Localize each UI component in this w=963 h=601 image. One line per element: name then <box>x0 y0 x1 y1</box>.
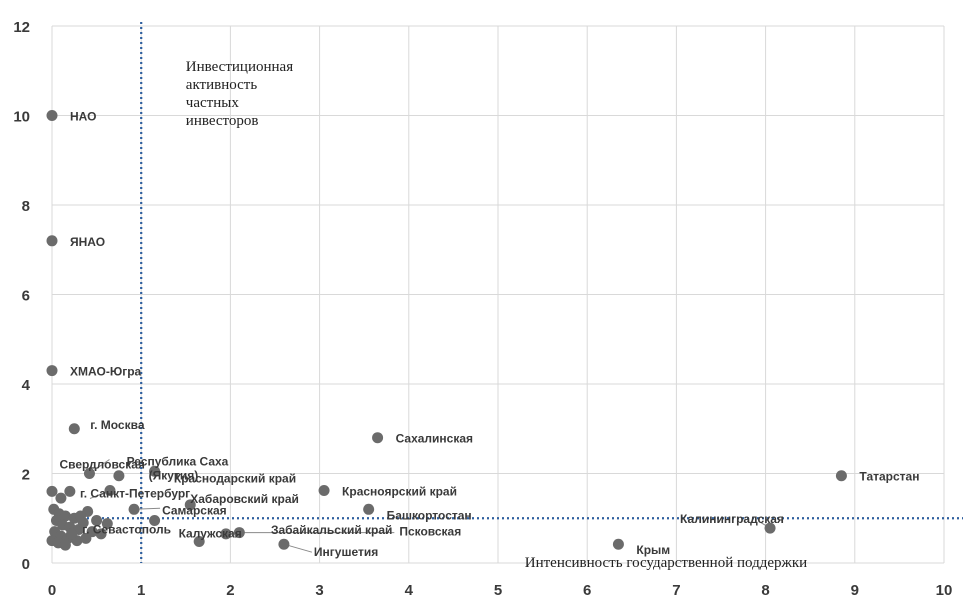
data-point <box>64 485 76 497</box>
y-tick-label: 8 <box>22 198 30 215</box>
point-label: Ингушетия <box>314 545 378 559</box>
x-tick-label: 10 <box>936 582 953 599</box>
point-label: Башкортостан <box>387 508 472 522</box>
point-label: Красноярский край <box>342 485 457 499</box>
data-point <box>46 110 58 121</box>
point-label: г. Санкт-Петербург <box>80 487 190 501</box>
data-point <box>318 485 330 497</box>
data-point <box>835 470 847 482</box>
point-label: Республика Саха (Якутия) <box>127 454 229 482</box>
annotations: Инвестиционная активность частных инвесторо… <box>186 59 807 571</box>
data-point <box>46 365 58 377</box>
point-label: НАО <box>70 110 97 124</box>
data-point <box>59 510 71 522</box>
point-labels: НАО ЯНАО ХМАО-Югра г. Москва Сахалинская Свер… <box>59 110 919 560</box>
y-tick-label: 6 <box>22 288 30 305</box>
point-label: Краснодарский край <box>174 472 296 486</box>
gridlines <box>51 25 945 564</box>
x-tick-label: 2 <box>226 582 234 599</box>
x-tick-label: 7 <box>672 582 680 599</box>
x-tick-label: 4 <box>405 582 414 599</box>
data-points <box>46 110 847 551</box>
x-tick-label: 6 <box>583 582 591 599</box>
y-tick-label: 4 <box>22 377 31 394</box>
x-tick-label: 3 <box>315 582 323 599</box>
data-point <box>363 503 375 515</box>
data-point <box>91 514 103 526</box>
x-axis-title: Интенсивность государственной поддержки <box>525 555 807 571</box>
point-label: Хабаровский край <box>190 492 299 506</box>
data-point <box>184 499 196 511</box>
point-label: ХМАО-Югра <box>70 365 142 379</box>
point-label: Свердловская <box>59 458 144 472</box>
reference-lines <box>52 22 963 563</box>
point-label: Забайкальский край <box>271 523 393 537</box>
data-point <box>128 503 140 515</box>
y-tick-label: 0 <box>22 556 30 573</box>
point-label: Калининградская <box>680 512 784 526</box>
data-point <box>80 532 92 544</box>
point-label: Крым <box>636 543 670 557</box>
point-label: Самарская <box>162 503 227 517</box>
point-label: ЯНАО <box>70 235 105 249</box>
data-point <box>101 518 113 530</box>
data-point <box>46 235 58 247</box>
point-label: Калужская <box>179 526 242 540</box>
data-point <box>220 528 232 540</box>
data-point <box>95 528 107 540</box>
data-point <box>46 485 58 497</box>
data-point <box>764 522 776 534</box>
x-tick-label: 0 <box>48 582 56 599</box>
x-tick-label: 9 <box>851 582 859 599</box>
data-point <box>66 528 78 540</box>
data-point <box>68 423 80 435</box>
point-label: г. Севастополь <box>82 523 171 537</box>
data-point <box>278 538 290 550</box>
data-point <box>104 485 116 497</box>
data-point <box>612 538 624 550</box>
x-tick-label: 8 <box>761 582 769 599</box>
data-point <box>149 465 161 477</box>
data-point <box>55 492 67 504</box>
x-tick-label: 1 <box>137 582 145 599</box>
y-tick-label: 2 <box>22 467 30 484</box>
data-point <box>233 527 245 539</box>
y-tick-label: 10 <box>13 109 30 126</box>
point-label: г. Москва <box>90 418 145 432</box>
x-tick-label: 5 <box>494 582 502 599</box>
data-point <box>193 536 205 548</box>
quadrant-label: Инвестиционная активность частных инвесторо… <box>186 59 293 129</box>
point-label: Сахалинская <box>396 432 473 446</box>
data-point <box>149 514 161 526</box>
data-point <box>59 539 71 551</box>
point-label: Псковская <box>399 525 461 539</box>
data-point <box>83 468 95 479</box>
data-point <box>113 470 125 482</box>
data-point <box>75 510 87 522</box>
point-label: Татарстан <box>859 470 919 484</box>
data-point <box>372 432 384 444</box>
y-tick-label: 12 <box>13 19 30 36</box>
